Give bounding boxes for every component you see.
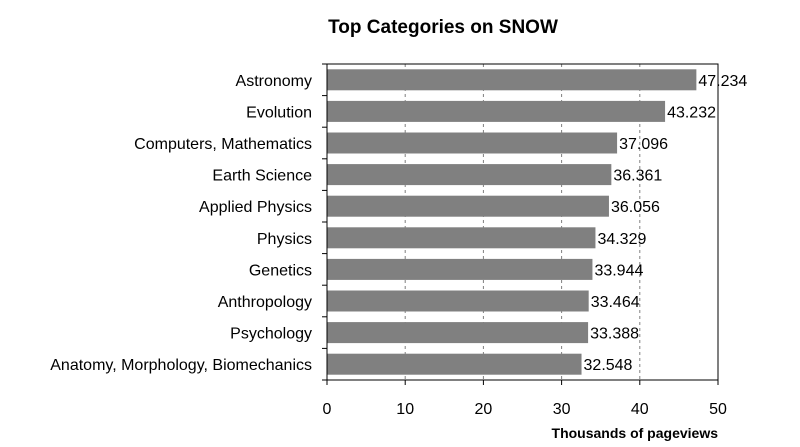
- data-label: 36.361: [613, 168, 662, 185]
- value-labels: 47.234 43.232 37.096 36.361 36.056 34.329 33.9…: [584, 73, 748, 374]
- category-label: Genetics: [249, 262, 312, 279]
- x-tick-label: 40: [631, 401, 649, 418]
- axes: 0 10 20 30 40 50: [322, 63, 727, 418]
- data-label: 43.232: [667, 104, 716, 121]
- bar: [327, 69, 697, 91]
- x-tick-label: 20: [475, 401, 493, 418]
- x-tick-label: 30: [553, 401, 571, 418]
- bar: [327, 100, 666, 122]
- bar: [327, 195, 609, 217]
- category-label: Anatomy, Morphology, Biomechanics: [50, 357, 312, 374]
- bar: [327, 258, 593, 280]
- x-tick-label: 50: [709, 401, 727, 418]
- bar: [327, 227, 596, 249]
- data-label: 33.388: [590, 326, 639, 343]
- data-label: 32.548: [584, 357, 633, 374]
- x-axis-title: Thousands of pageviews: [552, 425, 719, 441]
- data-label: 36.056: [611, 199, 660, 216]
- category-label: Evolution: [246, 104, 312, 121]
- category-label: Physics: [257, 231, 312, 248]
- data-label: 47.234: [698, 73, 747, 90]
- chart-title: Top Categories on SNOW: [328, 17, 558, 38]
- data-label: 37.096: [619, 136, 668, 153]
- category-label: Earth Science: [212, 168, 312, 185]
- category-label: Psychology: [230, 326, 312, 343]
- x-tick-label: 10: [396, 401, 414, 418]
- bar: [327, 322, 589, 344]
- category-label: Astronomy: [236, 73, 312, 90]
- category-label: Computers, Mathematics: [134, 136, 312, 153]
- bar: [327, 353, 582, 375]
- category-labels: Astronomy Evolution Computers, Mathematics…: [50, 73, 312, 374]
- plot-frame: [326, 63, 719, 381]
- bar: [327, 132, 618, 154]
- bar: [327, 164, 612, 186]
- category-label: Applied Physics: [199, 199, 312, 216]
- bars: [327, 69, 697, 375]
- data-label: 33.464: [591, 294, 640, 311]
- gridlines: [404, 64, 641, 380]
- bar: [327, 290, 589, 312]
- data-label: 34.329: [597, 231, 646, 248]
- data-label: 33.944: [594, 262, 643, 279]
- category-label: Anthropology: [218, 294, 312, 311]
- x-tick-label: 0: [323, 401, 332, 418]
